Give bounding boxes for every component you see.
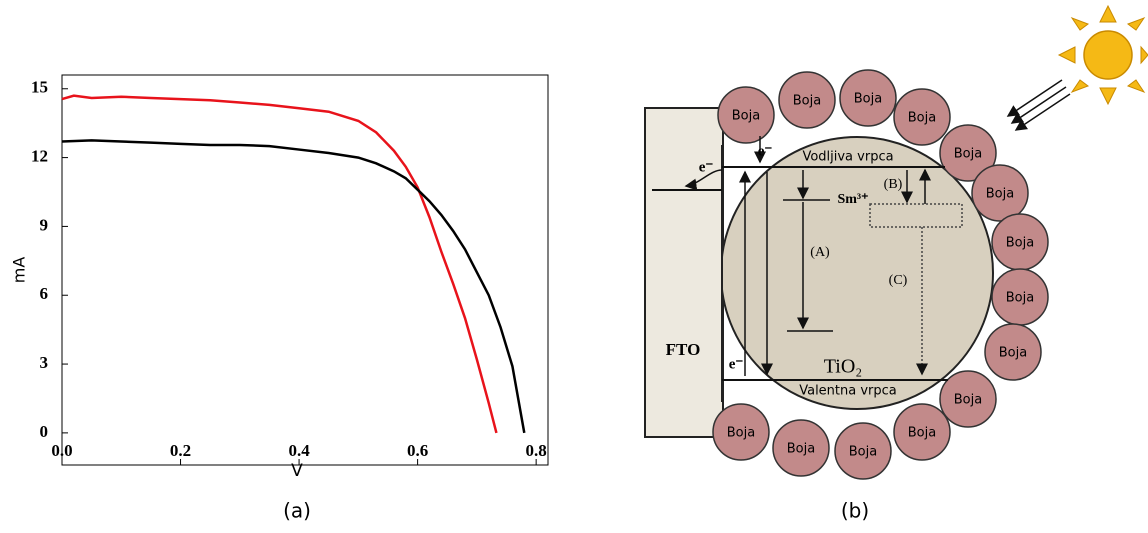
y-tick-label: 15	[31, 78, 48, 97]
line-series	[61, 94, 498, 434]
dye-label: Boja	[793, 94, 821, 109]
semiconductor-label: TiO₂	[824, 356, 863, 378]
dye-molecule	[939, 124, 997, 182]
x-axis-label: V	[291, 461, 303, 481]
dye-molecule	[839, 69, 897, 127]
injection-arrow	[684, 169, 723, 191]
process-label: (C)	[889, 273, 908, 288]
dye-label: Boja	[908, 111, 936, 126]
dye-molecule	[717, 86, 775, 144]
process-label: (B)	[884, 177, 903, 192]
dye-molecule	[834, 422, 892, 480]
y-axis-label: mA	[10, 257, 29, 284]
dye-label: Boja	[954, 147, 982, 162]
dye-molecule	[893, 88, 951, 146]
dye-label: Boja	[849, 445, 877, 460]
dye-molecule	[712, 403, 770, 461]
light-arrows	[1006, 79, 1071, 131]
x-tick-label: 0.0	[51, 441, 72, 460]
dye-label: Boja	[954, 393, 982, 408]
panel-label: (b)	[841, 499, 869, 523]
transition-arrows	[739, 136, 931, 376]
dye-label: Boja	[787, 442, 815, 457]
dopant-label: Sm³⁺	[837, 192, 868, 207]
plot-frame	[61, 74, 549, 466]
conduction-band-label: Vodljiva vrpca	[802, 150, 893, 165]
dye-molecule	[984, 323, 1042, 381]
x-tick-label: 0.2	[170, 441, 191, 460]
tio2-particle	[722, 136, 994, 410]
electron-label: e⁻	[758, 143, 773, 159]
dye-label: Boja	[854, 92, 882, 107]
dye-label: Boja	[1006, 236, 1034, 251]
process-label: (A)	[810, 245, 830, 260]
electron-label: e⁻	[729, 356, 744, 372]
y-tick-label: 0	[40, 422, 49, 441]
x-tick-label: 0.4	[288, 441, 310, 460]
diagram: Boja Boja Boja Boja Boja Boja Boja Boja Boja Boja…	[644, 4, 1148, 480]
dye-molecule	[971, 164, 1029, 222]
y-tick-label: 12	[31, 146, 48, 165]
y-tick-label: 6	[40, 284, 49, 303]
electron-label: e⁻	[699, 159, 714, 175]
dye-molecule	[939, 370, 997, 428]
dye-molecule	[772, 419, 830, 477]
dye-label: Boja	[1006, 291, 1034, 306]
valence-band-label: Valentna vrpca	[799, 384, 897, 399]
x-tick-label: 0.8	[526, 441, 547, 460]
sun	[1083, 30, 1133, 80]
dye-molecule	[893, 403, 951, 461]
fto-electrode	[644, 107, 724, 438]
dye-label: Boja	[908, 426, 936, 441]
dye-molecule	[778, 71, 836, 129]
sun-rays	[1057, 4, 1148, 106]
y-tick-label: 9	[40, 215, 49, 234]
trap-state	[869, 203, 963, 228]
dye-label: Boja	[727, 426, 755, 441]
dye-label: Boja	[986, 187, 1014, 202]
line-series	[61, 139, 526, 434]
dye-label: Boja	[999, 346, 1027, 361]
dye-label: Boja	[732, 109, 760, 124]
x-tick-label: 0.6	[407, 441, 428, 460]
fto-label: FTO	[666, 340, 701, 359]
y-tick-label: 3	[40, 353, 49, 372]
panel-label: (a)	[283, 499, 311, 523]
